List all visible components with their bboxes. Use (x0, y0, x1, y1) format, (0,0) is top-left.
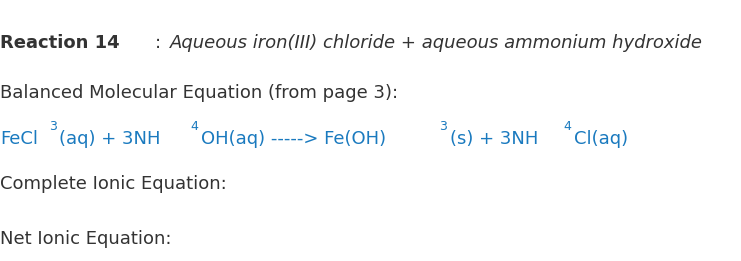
Text: Complete Ionic Equation:: Complete Ionic Equation: (0, 175, 227, 193)
Text: 3: 3 (439, 120, 448, 133)
Text: 4: 4 (190, 120, 198, 133)
Text: (s) + 3NH: (s) + 3NH (450, 130, 538, 149)
Text: 4: 4 (564, 120, 571, 133)
Text: 3: 3 (49, 120, 57, 133)
Text: Cl(aq): Cl(aq) (574, 130, 628, 149)
Text: Aqueous iron(III) chloride + aqueous ammonium hydroxide: Aqueous iron(III) chloride + aqueous amm… (170, 34, 703, 52)
Text: Reaction 14: Reaction 14 (0, 34, 120, 52)
Text: Balanced Molecular Equation (from page 3):: Balanced Molecular Equation (from page 3… (0, 84, 399, 102)
Text: OH(aq) -----> Fe(OH): OH(aq) -----> Fe(OH) (201, 130, 385, 149)
Text: :: : (155, 34, 167, 52)
Text: Net Ionic Equation:: Net Ionic Equation: (0, 230, 172, 248)
Text: FeCl: FeCl (0, 130, 39, 149)
Text: (aq) + 3NH: (aq) + 3NH (59, 130, 161, 149)
